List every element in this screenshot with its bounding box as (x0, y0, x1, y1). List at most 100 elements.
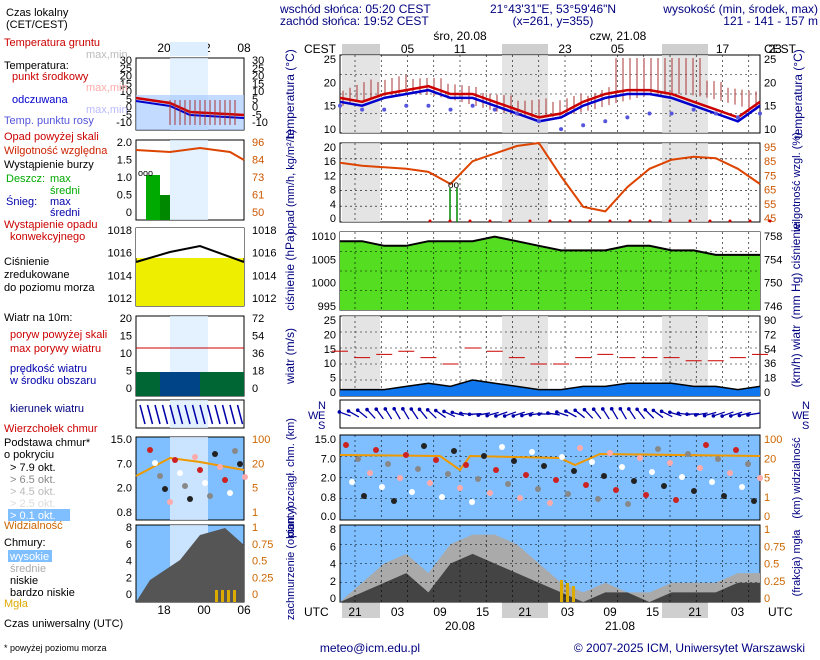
legend-pressure-empty (136, 228, 244, 258)
legend-w-ytick-left: 5 (126, 366, 132, 378)
legend-gust-max: max porywy wiatru (10, 343, 101, 355)
cloud-base-dot (523, 472, 529, 478)
wind-arrow-head (442, 409, 446, 414)
oct-ytick-left: 0 (330, 593, 336, 605)
cloud-ytick-right: 100 (764, 434, 782, 446)
press-ytick-right: 746 (764, 301, 782, 313)
wind-arrow-head (720, 414, 724, 418)
legend-very-low: bardzo niskie (10, 587, 75, 599)
legend-c-ytick-right: 20 (252, 458, 264, 470)
legend-p-ytick-right: 73 (252, 172, 264, 184)
dew-point-dot (735, 115, 740, 120)
wind-arrow-head (346, 409, 351, 413)
legend-soil-maxmin: max,min (86, 49, 128, 61)
cloud-base-dot (733, 447, 739, 453)
legend-wind-arrow (214, 404, 221, 425)
wind-arrow-head (702, 413, 707, 418)
octant-axis-title-right: (frakcja) mgła (791, 529, 803, 597)
cloud-base-dot (445, 471, 451, 477)
legend-w-ytick-right: 18 (252, 366, 264, 378)
cloud-ytick-left: 0.8 (321, 492, 336, 504)
legend-cloud-dot (227, 490, 233, 496)
legend-rain-mid: średni (50, 185, 80, 197)
cloud-base-dot (355, 456, 361, 462)
bottom-hour-label: 21 (688, 605, 702, 619)
precip-ytick-right: 55 (764, 199, 776, 211)
legend-t-ytick-left: 5 (126, 94, 132, 106)
legend-fog-bar (233, 590, 236, 602)
dew-point-dot (492, 107, 497, 112)
precip-dot (688, 219, 692, 223)
wind-arrow (521, 411, 534, 417)
wind-arrow-head (450, 410, 455, 415)
legend-c-ytick-right: 1 (252, 507, 258, 519)
dew-point-dot (448, 107, 453, 112)
legend-t-ytick-left: 10 (120, 86, 132, 98)
legend-okt-5-bg (8, 509, 70, 521)
dew-point-dot (514, 111, 519, 116)
bottom-hour-label: 15 (646, 605, 660, 619)
wind-arrow-head (643, 407, 648, 412)
cloud-base-dot (427, 480, 433, 486)
legend-rain-bar (146, 175, 160, 220)
legend-feels: odczuwana (12, 94, 69, 106)
wind-ytick-right: 36 (764, 358, 776, 370)
bottom-hour-label: 03 (731, 605, 745, 619)
dew-point-dot (691, 107, 696, 112)
legend-wind-arrow (191, 404, 199, 425)
cloud-base-dot (457, 485, 463, 491)
cloud-base-dot (505, 481, 511, 487)
precip-ytick-right: 65 (764, 185, 776, 197)
wind-arrow (547, 412, 560, 416)
cloud-base-dot (751, 498, 757, 504)
wind-arrow (556, 411, 569, 417)
cloud-base-dot (403, 452, 409, 458)
wind-arrow-head (564, 409, 568, 413)
wind-ytick-right: 54 (764, 344, 776, 356)
wind-arrow (339, 411, 351, 417)
elevation-values: 121 - 141 - 157 m (723, 14, 818, 28)
precip-night-band (502, 143, 548, 222)
bottom-hour-label: 21 (348, 605, 362, 619)
wind-arrow (695, 412, 708, 416)
wind-arrow (486, 411, 499, 417)
oct-ytick-right: 0.5 (764, 559, 779, 571)
cloud-base-dot (721, 493, 727, 499)
day2-label: czw, 21.08 (590, 29, 647, 43)
wind-arrow (730, 411, 743, 417)
legend-clouds: Chmury: (4, 537, 46, 549)
legend-snow-mid: średni (50, 207, 80, 219)
legend-o-ytick-right: 0.25 (252, 572, 273, 584)
wind-arrow-head (401, 407, 405, 411)
utc-right: UTC (768, 605, 793, 619)
precip-dot (488, 219, 492, 223)
legend-c-ytick-right: 100 (252, 434, 270, 446)
precip-ytick-left: 12 (324, 170, 336, 182)
legend-w-ytick-right: 36 (252, 348, 264, 360)
legend-o-ytick-left: 0 (126, 589, 132, 601)
legend-t-ytick-right: -10 (252, 117, 268, 129)
press-ytick-right: 750 (764, 278, 782, 290)
oct-ytick-right: 0.75 (764, 541, 785, 553)
wind-axis-title-left: wiatr (m/s) (283, 328, 297, 385)
legend-w-ytick-right: 72 (252, 313, 264, 325)
legend-okt-2: > 6.5 okt. (10, 474, 56, 486)
legend-p-ytick-left: 0 (126, 207, 132, 219)
temp-ytick-left: 15 (324, 101, 336, 113)
legend-c-ytick-left: 15.0 (111, 434, 132, 446)
legend-pr-ytick-left: 1016 (108, 248, 132, 260)
cloud-base-dot (421, 443, 427, 449)
wind-night-band (342, 316, 380, 396)
grid-text: (x=261, y=355) (513, 14, 594, 28)
precip-ytick-left: 0 (330, 213, 336, 225)
legend-cloud-dot (177, 470, 183, 476)
wind-arrow (348, 410, 360, 418)
wind-arrow-head (355, 408, 360, 413)
legend-wind-speed-1: prędkość wiatru (10, 363, 87, 375)
legend-pressure-3: do poziomu morza (4, 282, 95, 294)
legend-cloud-base-2: o pokryciu (4, 449, 54, 461)
cloud-low-area (340, 553, 760, 602)
cloud-base-dot (517, 495, 523, 501)
legend-cloud-dot (187, 496, 193, 502)
